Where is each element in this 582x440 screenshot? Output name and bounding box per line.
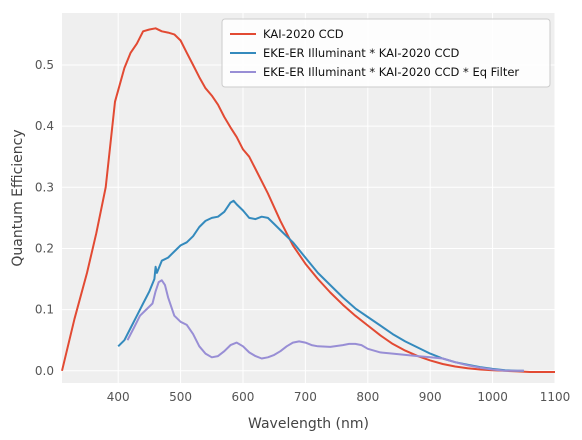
- legend-box: [221, 18, 551, 88]
- series-line-2: [117, 199, 524, 372]
- series-line-1: [61, 27, 555, 373]
- x-tick-label: 500: [169, 390, 192, 404]
- x-tick-label: 700: [294, 390, 317, 404]
- y-tick-label: 0.1: [35, 303, 54, 317]
- x-tick-label: 400: [107, 390, 130, 404]
- y-tick-label: 0.5: [35, 58, 54, 72]
- y-tick-label: 0.0: [35, 364, 54, 378]
- x-axis-label: Wavelength (nm): [248, 416, 369, 432]
- legend-entry-label: KAI-2020 CCD: [263, 27, 344, 41]
- series-layer: [61, 27, 555, 373]
- series-line-3: [126, 279, 524, 372]
- y-axis-label: Quantum Efficiency: [10, 129, 26, 266]
- legend-entry-label: EKE-ER Illuminant * KAI-2020 CCD * Eq Fi…: [263, 65, 519, 79]
- tick-labels: 400 500 600 700 800 900 1000 1100 0.0 0.1 0.2 0.3 0.…: [35, 58, 570, 404]
- x-tick-label: 1000: [477, 390, 508, 404]
- y-tick-label: 0.2: [35, 241, 54, 255]
- x-tick-label: 800: [356, 390, 379, 404]
- legend: KAI-2020 CCD EKE-ER Illuminant * KAI-202…: [221, 18, 551, 88]
- x-tick-label: 600: [232, 390, 255, 404]
- y-tick-label: 0.4: [35, 119, 54, 133]
- y-tick-label: 0.3: [35, 180, 54, 194]
- x-tick-label: 900: [419, 390, 442, 404]
- legend-entry-label: EKE-ER Illuminant * KAI-2020 CCD: [263, 46, 460, 60]
- x-tick-label: 1100: [540, 390, 571, 404]
